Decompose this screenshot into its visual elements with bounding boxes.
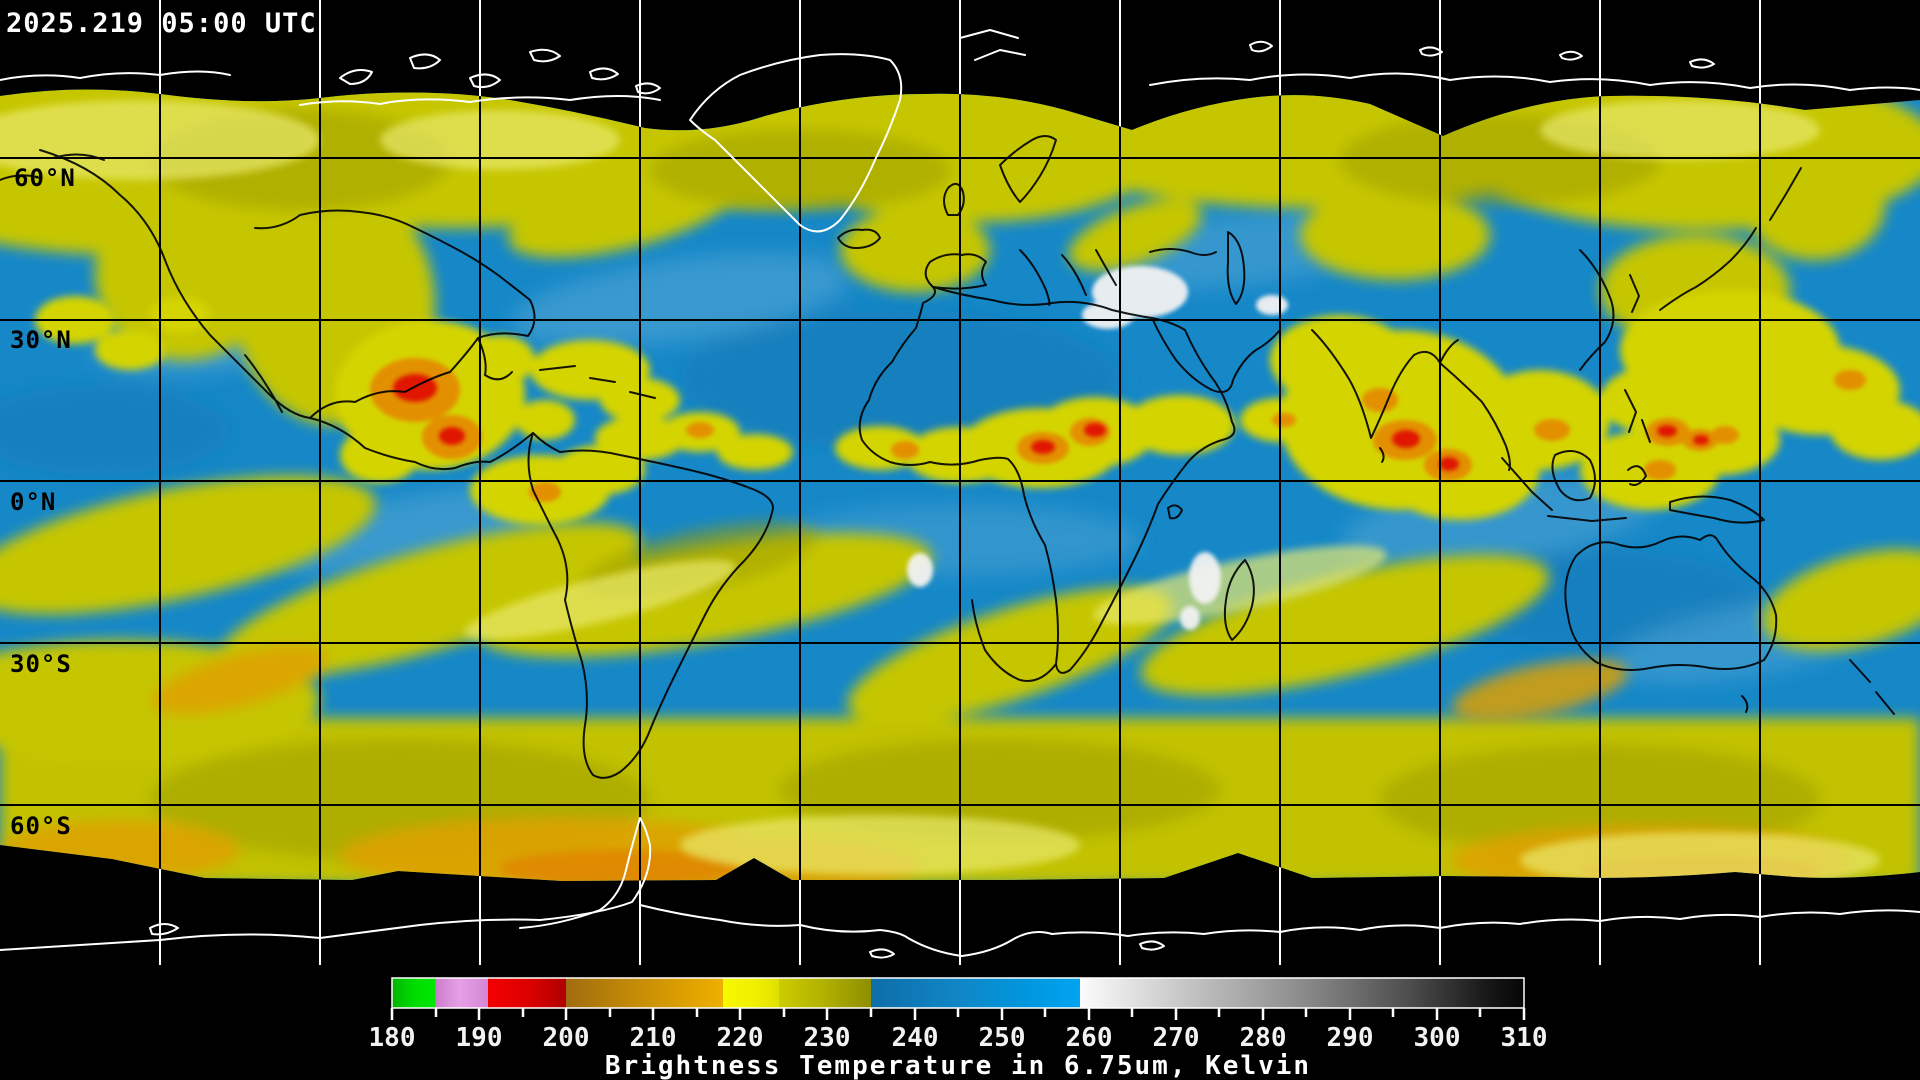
tick-label-240: 240 xyxy=(892,1023,939,1053)
colorbar-ticks xyxy=(390,1008,1526,1020)
latitude-label-60s: 60°S xyxy=(10,812,72,840)
tick-label-180: 180 xyxy=(369,1023,416,1053)
tick-label-210: 210 xyxy=(630,1023,677,1053)
latitude-label-30n: 30°N xyxy=(10,326,72,354)
tick-label-310: 310 xyxy=(1501,1023,1548,1053)
colorbar-tick-labels: 180 190 200 210 220 230 240 250 260 270 … xyxy=(369,1023,1548,1053)
tropical-convection xyxy=(35,290,1920,525)
antarctic-coastline xyxy=(0,817,1920,959)
latitude-label-0n: 0°N xyxy=(10,488,56,516)
tick-label-270: 270 xyxy=(1153,1023,1200,1053)
arctic-coastline xyxy=(0,29,1920,233)
tick-label-290: 290 xyxy=(1327,1023,1374,1053)
graticule-black xyxy=(0,89,1920,882)
timestamp: 2025.219 05:00 UTC xyxy=(6,8,317,39)
latitude-labels: 60°N 30°N 0°N 30°S 60°S xyxy=(10,164,76,840)
data-field: 60°N 30°N 0°N 30°S 60°S xyxy=(0,89,1920,882)
latitude-label-60n: 60°N xyxy=(14,164,76,192)
latitude-label-30s: 30°S xyxy=(10,650,72,678)
tick-label-230: 230 xyxy=(804,1023,851,1053)
colorbar-gradient-bar xyxy=(391,977,1525,1009)
tick-label-300: 300 xyxy=(1414,1023,1461,1053)
tick-label-220: 220 xyxy=(717,1023,764,1053)
colorbar-title: Brightness Temperature in 6.75um, Kelvin xyxy=(605,1051,1311,1080)
continent-coastlines xyxy=(0,135,1895,779)
tick-label-200: 200 xyxy=(543,1023,590,1053)
tick-label-280: 280 xyxy=(1240,1023,1287,1053)
colorbar: 180 190 200 210 220 230 240 250 260 270 … xyxy=(369,977,1548,1080)
tick-label-250: 250 xyxy=(979,1023,1026,1053)
tick-label-260: 260 xyxy=(1066,1023,1113,1053)
warm-white-spots xyxy=(907,266,1288,630)
tick-label-190: 190 xyxy=(456,1023,503,1053)
